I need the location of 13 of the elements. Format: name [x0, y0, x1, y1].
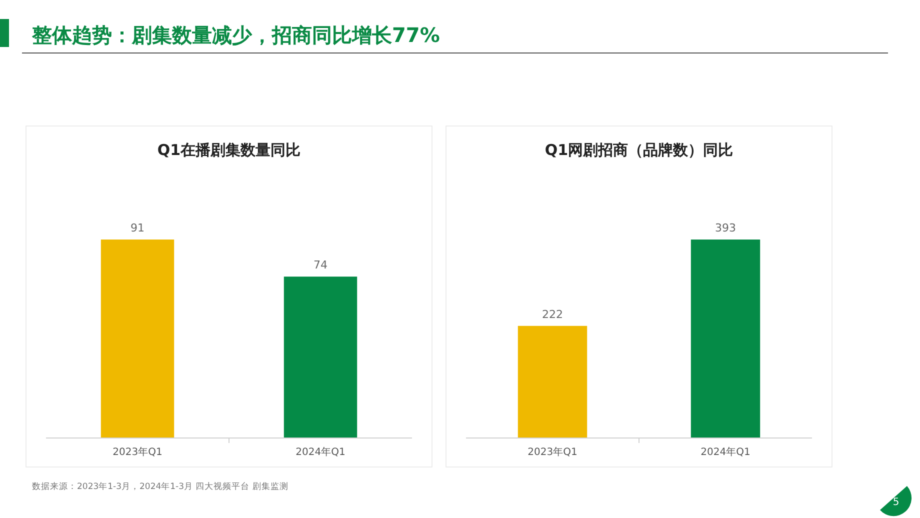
- x-tick-label: 2023年Q1: [528, 446, 578, 458]
- text: 5: [892, 497, 900, 508]
- data-label: 393: [715, 222, 736, 235]
- x-tick-label: 2023年Q1: [112, 446, 162, 458]
- source-note: 数据来源：2023年1-3月，2024年1-3月 四大视频平台 剧集监测: [32, 481, 288, 492]
- text: 整体趋势：剧集数量减少，招商同比增长77%: [31, 23, 440, 47]
- chart-title: Q1网剧招商（品牌数）同比: [544, 141, 734, 159]
- data-label: 222: [542, 308, 563, 321]
- data-label: 91: [130, 222, 144, 235]
- data-label: 74: [314, 258, 328, 272]
- x-tick-label: 2024年Q1: [700, 446, 750, 458]
- chart-title: Q1在播剧集数量同比: [157, 141, 301, 159]
- x-tick-label: 2024年Q1: [296, 446, 346, 458]
